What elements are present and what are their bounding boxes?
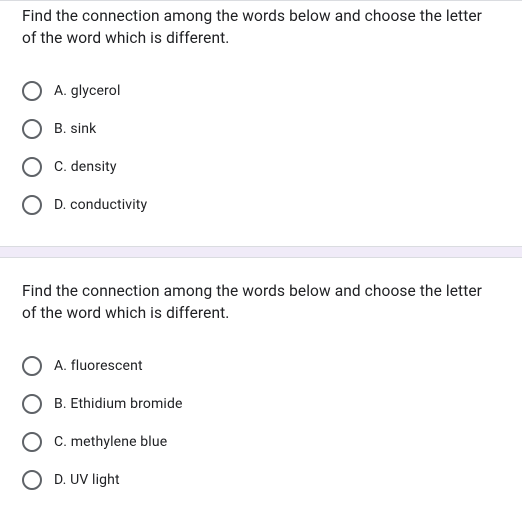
option-label: C. methylene blue bbox=[54, 434, 167, 450]
option-label: B. Ethidium bromide bbox=[54, 396, 183, 412]
option-label: A. glycerol bbox=[54, 83, 121, 99]
option-row-c[interactable]: C. density bbox=[22, 148, 500, 186]
option-label: D. conductivity bbox=[54, 197, 147, 213]
option-row-c[interactable]: C. methylene blue bbox=[22, 423, 500, 461]
option-row-a[interactable]: A. fluorescent bbox=[22, 347, 500, 385]
option-row-d[interactable]: D. conductivity bbox=[22, 186, 500, 224]
option-label: D. UV light bbox=[54, 472, 120, 488]
option-label: A. fluorescent bbox=[54, 358, 143, 374]
option-label: C. density bbox=[54, 159, 117, 175]
question-prompt: Find the connection among the words belo… bbox=[22, 280, 500, 325]
radio-icon bbox=[22, 432, 42, 452]
radio-icon bbox=[22, 356, 42, 376]
question-card-2: Find the connection among the words belo… bbox=[0, 258, 522, 521]
radio-icon bbox=[22, 119, 42, 139]
card-divider bbox=[0, 246, 522, 258]
radio-icon bbox=[22, 157, 42, 177]
option-label: B. sink bbox=[54, 121, 96, 137]
radio-icon bbox=[22, 470, 42, 490]
question-prompt: Find the connection among the words belo… bbox=[22, 5, 500, 50]
option-row-d[interactable]: D. UV light bbox=[22, 461, 500, 499]
radio-icon bbox=[22, 195, 42, 215]
option-row-b[interactable]: B. sink bbox=[22, 110, 500, 148]
radio-icon bbox=[22, 81, 42, 101]
option-row-b[interactable]: B. Ethidium bromide bbox=[22, 385, 500, 423]
radio-icon bbox=[22, 394, 42, 414]
question-card-1: Find the connection among the words belo… bbox=[0, 0, 522, 246]
option-row-a[interactable]: A. glycerol bbox=[22, 72, 500, 110]
